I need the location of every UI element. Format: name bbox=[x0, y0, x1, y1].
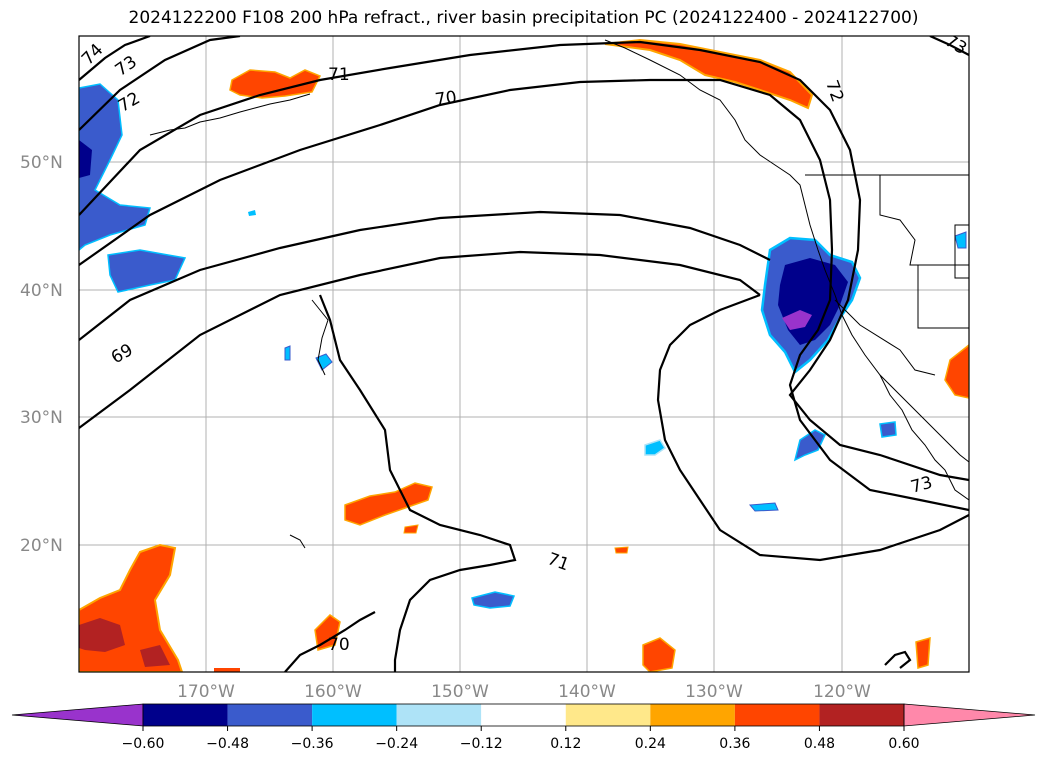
lon-label: 150°W bbox=[431, 682, 489, 702]
colorbar-segment bbox=[481, 704, 566, 726]
precip-shading bbox=[79, 38, 969, 672]
svg-text:70: 70 bbox=[434, 87, 458, 110]
colorbar-tick-label: 0.12 bbox=[550, 736, 581, 752]
map-border bbox=[78, 35, 970, 673]
lon-label: 170°W bbox=[177, 682, 235, 702]
colorbar-tick-label: 0.48 bbox=[804, 736, 835, 752]
colorbar-segment bbox=[650, 704, 735, 726]
colorbar-extend-max bbox=[903, 703, 1036, 727]
colorbar-segment bbox=[565, 704, 651, 726]
colorbar-segment bbox=[312, 704, 397, 726]
svg-text:71: 71 bbox=[328, 65, 350, 85]
colorbar-extend-min bbox=[11, 703, 144, 727]
lon-label: 130°W bbox=[685, 682, 743, 702]
lat-label: 20°N bbox=[20, 536, 63, 556]
lon-label: 120°W bbox=[813, 682, 871, 702]
colorbar-tick-label: −0.36 bbox=[291, 736, 334, 752]
map-frame-bg bbox=[79, 36, 969, 672]
colorbar-border bbox=[142, 703, 905, 727]
map-title: 2024122200 F108 200 hPa refract., river … bbox=[128, 8, 919, 28]
map-content: 74 73 72 71 70 69 70 71 72 73 73 bbox=[79, 36, 969, 672]
svg-text:70: 70 bbox=[328, 635, 350, 655]
lat-label: 30°N bbox=[20, 408, 63, 428]
lat-label: 50°N bbox=[20, 153, 63, 173]
colorbar: −0.60 −0.48 −0.36 −0.24 −0.12 0.12 0.24 0.36 0.4… bbox=[11, 703, 1036, 752]
lon-label: 160°W bbox=[304, 682, 362, 702]
lat-label: 40°N bbox=[20, 281, 63, 301]
longitude-labels: 170°W 160°W 150°W 140°W 130°W 120°W bbox=[177, 682, 871, 702]
colorbar-tick-label: −0.12 bbox=[460, 736, 503, 752]
colorbar-segment bbox=[227, 704, 313, 726]
colorbar-tick-label: −0.48 bbox=[206, 736, 249, 752]
refractivity-contours bbox=[79, 36, 969, 672]
colorbar-tick-label: 0.24 bbox=[635, 736, 666, 752]
colorbar-tick-label: 0.36 bbox=[719, 736, 750, 752]
colorbar-tick-label: −0.60 bbox=[122, 736, 165, 752]
colorbar-segment bbox=[734, 704, 820, 726]
lon-label: 140°W bbox=[558, 682, 616, 702]
latitude-labels: 50°N 40°N 30°N 20°N bbox=[20, 153, 63, 556]
colorbar-segment bbox=[819, 704, 904, 726]
colorbar-segment bbox=[396, 704, 482, 726]
colorbar-tick-label: 0.60 bbox=[888, 736, 919, 752]
colorbar-segment bbox=[143, 704, 228, 726]
coastlines bbox=[149, 39, 969, 549]
colorbar-tick-label: −0.24 bbox=[375, 736, 418, 752]
